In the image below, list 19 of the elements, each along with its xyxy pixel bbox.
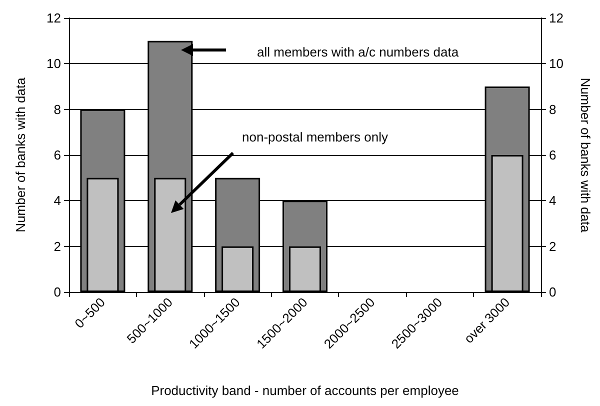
y-tick-label: 2 (54, 238, 61, 254)
y-tick-label: 12 (46, 10, 61, 26)
y2-tick-label: 6 (549, 148, 556, 162)
y2-tick-label: 10 (549, 56, 564, 72)
legend-label: all members with a/c numbers data (257, 44, 460, 60)
y-tick-label: 0 (54, 284, 61, 300)
y-tick-label: 4 (54, 193, 61, 208)
y2-tick-label: 4 (549, 193, 556, 208)
y-tick-label: 6 (54, 148, 61, 162)
y2-tick-label: 12 (549, 10, 564, 26)
y-tick-label: 10 (46, 56, 61, 72)
y2-tick-label: 8 (549, 102, 556, 117)
x-axis-title: Productivity band - number of accounts per employee (151, 383, 459, 398)
y-axis-title: Number of banks with data (13, 76, 28, 232)
y-tick-label: 8 (54, 102, 61, 117)
y2-tick-label: 0 (549, 284, 556, 300)
y2-axis-title: Number of banks with data (578, 78, 593, 234)
y2-tick-label: 2 (549, 238, 556, 254)
text: non-postal members only (242, 130, 388, 144)
